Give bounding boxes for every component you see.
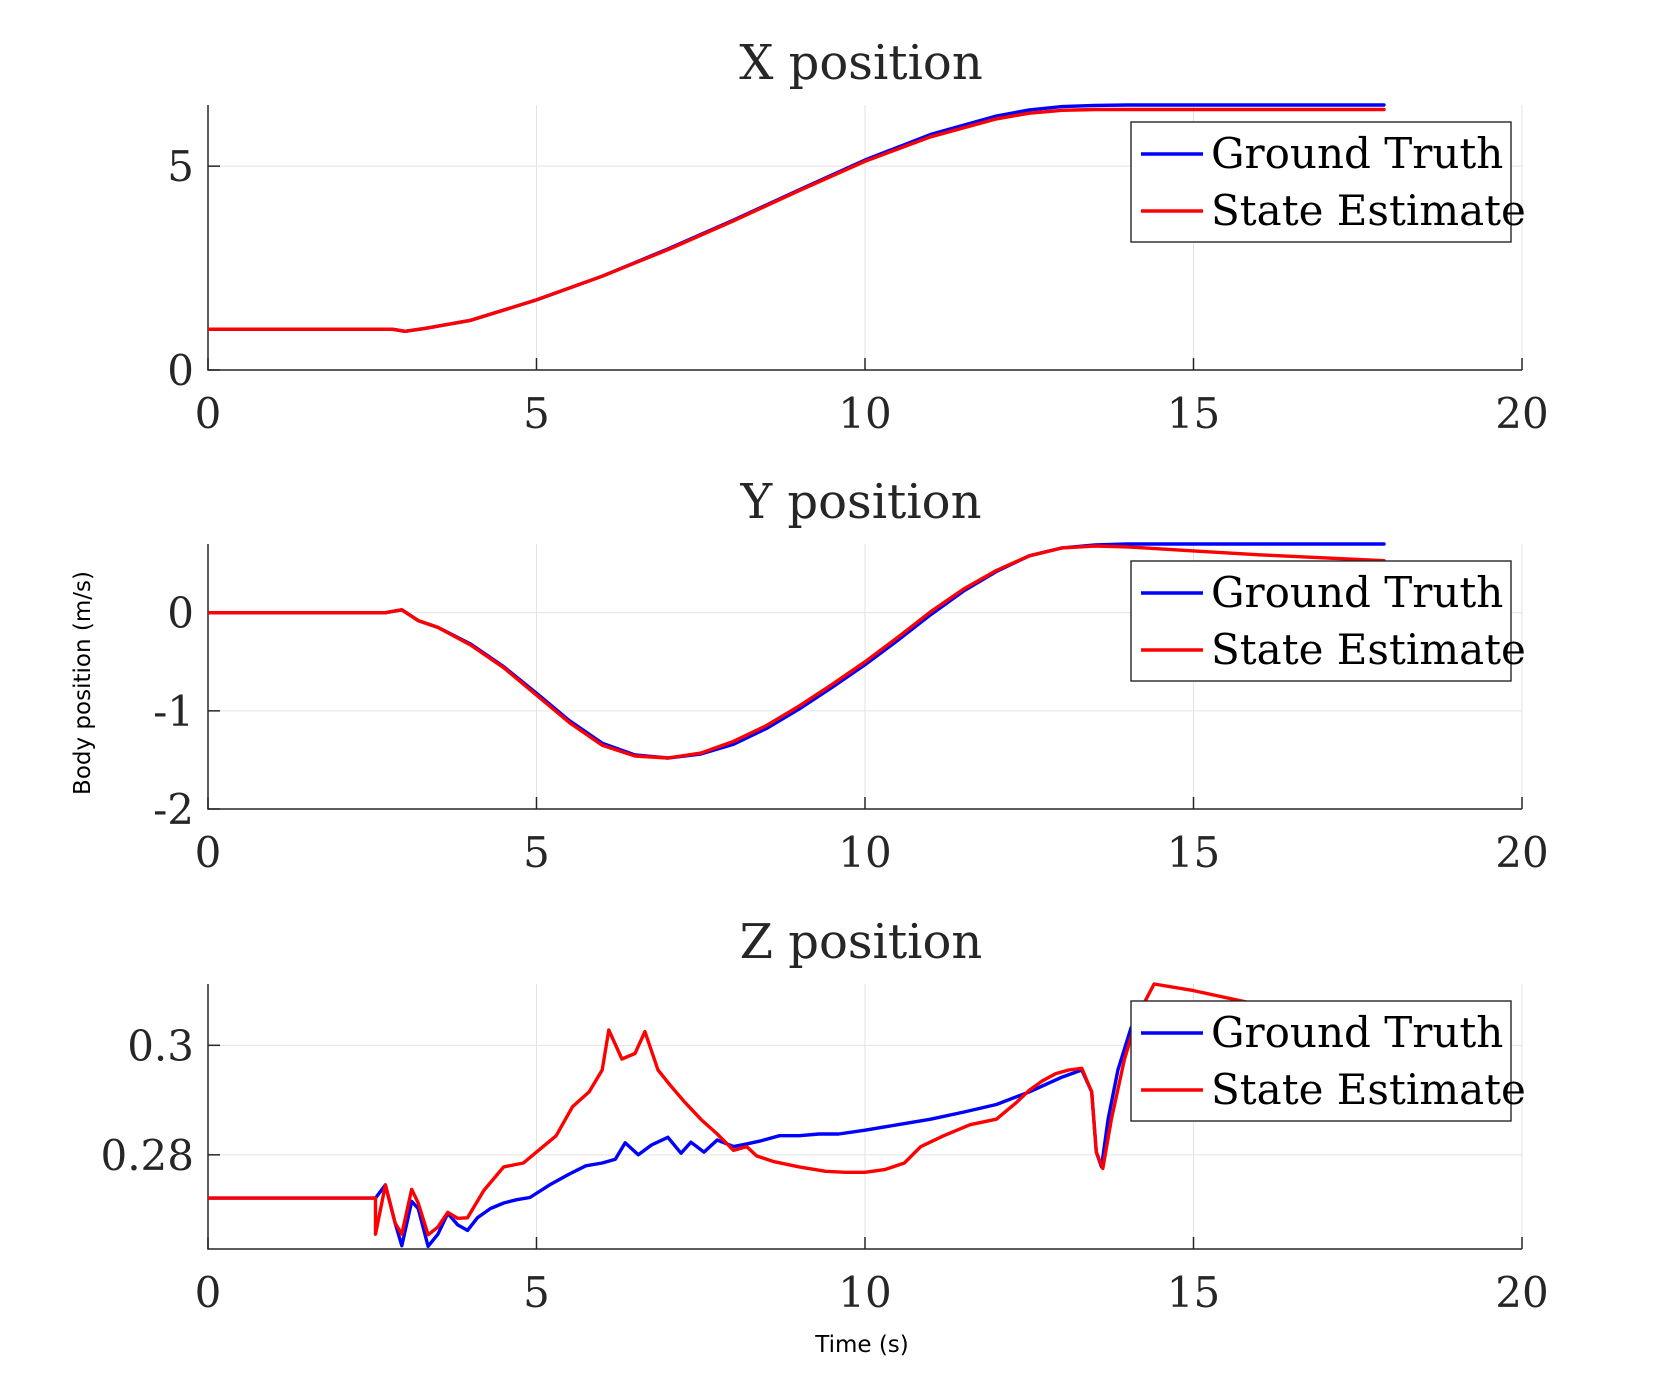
subplot-title: Z position [740, 914, 983, 970]
series-line-state-estimate [208, 544, 1386, 760]
subplot-1: 0 5 10 15 20 0 5 X position Ground Truth State Es… [167, 35, 1548, 438]
x-tick-label: 20 [1495, 1268, 1548, 1317]
y-tick-label: 0.28 [100, 1131, 194, 1180]
x-tick-label: 5 [523, 828, 550, 877]
y-axis-label: Body position (m/s) [70, 571, 96, 795]
y-tick-label: 0.3 [127, 1021, 194, 1070]
y-tick-label: -2 [153, 785, 194, 834]
legend-label: State Estimate [1211, 1065, 1526, 1114]
x-tick-label: 10 [838, 828, 891, 877]
x-tick-label: 15 [1167, 828, 1220, 877]
legend: Ground Truth State Estimate [1130, 121, 1526, 243]
legend-label: Ground Truth [1211, 568, 1503, 617]
y-tick-label: -1 [153, 687, 194, 736]
legend: Ground Truth State Estimate [1130, 560, 1526, 682]
x-tick-label: 0 [195, 828, 222, 877]
x-tick-label: 20 [1495, 389, 1548, 438]
series-line-ground-truth [208, 1026, 1133, 1249]
x-tick-label: 5 [523, 1268, 550, 1317]
legend-box [1130, 1000, 1512, 1122]
x-tick-label: 5 [523, 389, 550, 438]
subplot-title: X position [739, 35, 983, 91]
x-tick-label: 20 [1495, 828, 1548, 877]
series-line-state-estimate [208, 982, 1261, 1237]
x-axis-label: Time (s) [814, 1332, 909, 1358]
legend-label: Ground Truth [1211, 129, 1503, 178]
subplot-title: Y position [739, 474, 981, 530]
legend-label: State Estimate [1211, 625, 1526, 674]
legend-box [1130, 121, 1512, 243]
legend-box [1130, 560, 1512, 682]
legend: Ground Truth State Estimate [1130, 1000, 1526, 1122]
y-tick-label: 5 [167, 142, 194, 191]
x-tick-label: 15 [1167, 389, 1220, 438]
x-tick-label: 15 [1167, 1268, 1220, 1317]
subplot-3: 0 5 10 15 20 0.28 0.3 Z position Ground Truth Sta… [100, 914, 1548, 1317]
x-tick-label: 0 [195, 1268, 222, 1317]
x-tick-label: 10 [838, 1268, 891, 1317]
subplot-2: 0 5 10 15 20 -2 -1 0 Y position Ground Truth State… [153, 474, 1549, 877]
x-tick-label: 10 [838, 389, 891, 438]
y-tick-label: 0 [167, 589, 194, 638]
y-tick-label: 0 [167, 346, 194, 395]
legend-label: Ground Truth [1211, 1008, 1503, 1057]
x-tick-label: 0 [195, 389, 222, 438]
series-line-state-estimate [208, 107, 1386, 333]
legend-label: State Estimate [1211, 186, 1526, 235]
